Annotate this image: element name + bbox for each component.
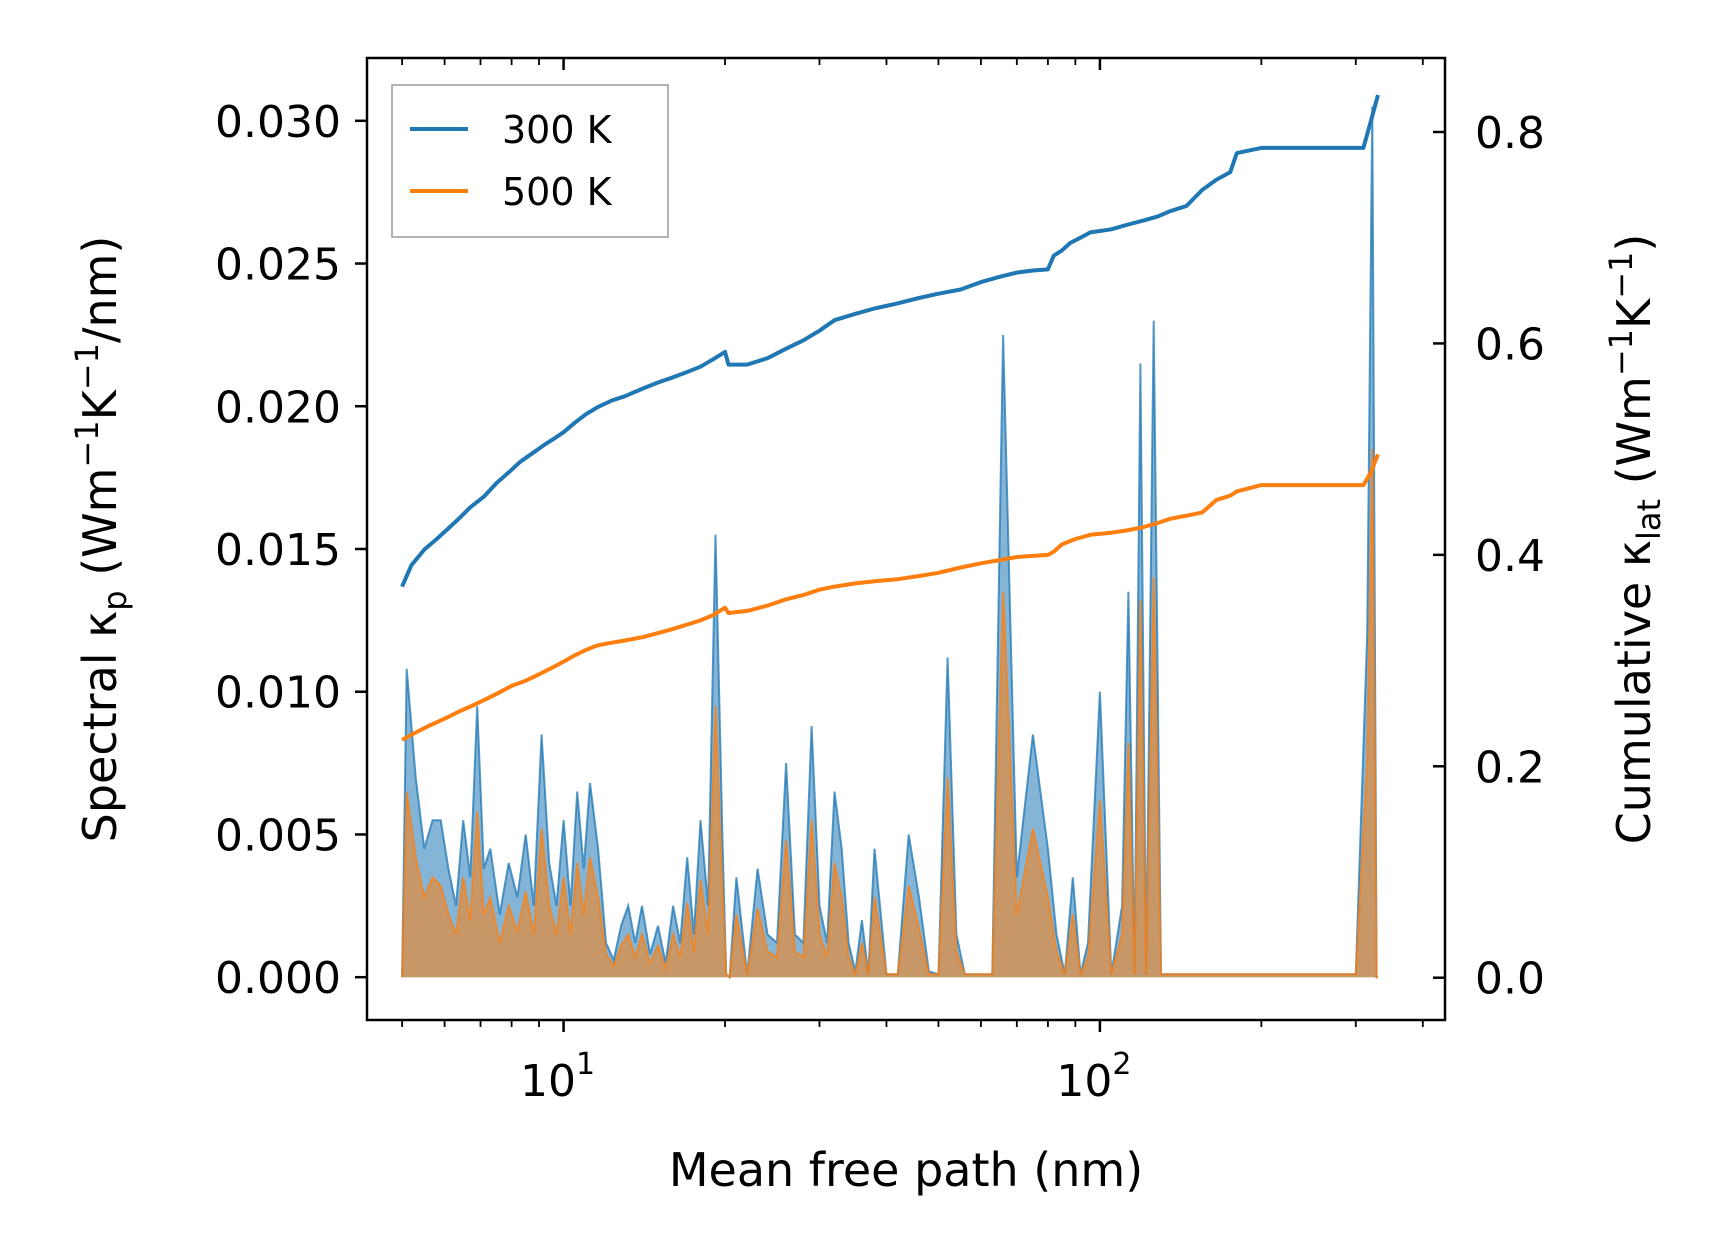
legend-label-500k: 500 K — [502, 170, 613, 214]
y-left-tick-label: 0.015 — [215, 525, 341, 576]
y-axis-label-right: Cumulative κlat (Wm−1K−1) — [1602, 234, 1668, 845]
y-right-main: Cumulative κ — [1607, 540, 1661, 844]
y-right-unit-close: ) — [1607, 234, 1661, 252]
y-left-tick-label: 0.010 — [215, 668, 341, 719]
y-right-tick-label: 0.2 — [1475, 742, 1545, 793]
y-right-sup1: −1 — [1602, 329, 1640, 376]
y-left-unit-close: /nm) — [73, 236, 127, 343]
tick-layer: 0.000 0.005 0.010 0.015 0.020 0.025 0.030 0.0 0.… — [215, 58, 1545, 1107]
x-tick-exp: 2 — [1112, 1047, 1131, 1082]
y-left-main: Spectral κ — [73, 611, 127, 843]
x-axis-label: Mean free path (nm) — [669, 1143, 1143, 1197]
axes-frame — [365, 56, 1447, 1022]
y-axis-label-left: Spectral κp (Wm−1K−1/nm) — [68, 236, 134, 843]
y-right-unit-open: (Wm — [1607, 376, 1661, 499]
y-right-tick-label: 0.6 — [1475, 319, 1545, 370]
y-left-unit-open: (Wm — [73, 468, 127, 591]
legend-label-300k: 300 K — [502, 108, 613, 152]
y-left-sub: p — [96, 590, 134, 610]
cumulative-line-300k — [400, 94, 1380, 588]
y-left-tick-label: 0.020 — [215, 382, 341, 433]
legend-frame — [391, 84, 669, 238]
y-right-tick-label: 0.0 — [1475, 954, 1545, 1005]
x-tick-label: 101 — [520, 1047, 595, 1107]
y-left-tick-label: 0.030 — [215, 97, 341, 148]
x-tick-exp: 1 — [576, 1047, 595, 1082]
y-right-tick-label: 0.4 — [1475, 531, 1545, 582]
y-right-tick-label: 0.8 — [1475, 108, 1545, 159]
y-right-sub: lat — [1630, 499, 1668, 540]
y-right-k: K — [1607, 297, 1661, 329]
x-tick-label: 102 — [1056, 1047, 1131, 1107]
y-left-k: K — [73, 388, 127, 420]
y-left-tick-label: 0.005 — [215, 810, 341, 861]
x-tick-base: 10 — [1056, 1056, 1112, 1107]
y-left-tick-label: 0.000 — [215, 953, 341, 1004]
y-left-tick-label: 0.025 — [215, 240, 341, 291]
series-layer — [400, 94, 1380, 980]
y-left-sup1: −1 — [68, 420, 106, 467]
cumulative-line-500k — [401, 453, 1380, 742]
x-tick-base: 10 — [520, 1056, 576, 1107]
spectral-line-500k — [401, 449, 1378, 980]
y-right-sup2: −1 — [1602, 252, 1640, 299]
y-left-sup2: −1 — [68, 343, 106, 390]
legend: 300 K 500 K — [391, 84, 669, 238]
